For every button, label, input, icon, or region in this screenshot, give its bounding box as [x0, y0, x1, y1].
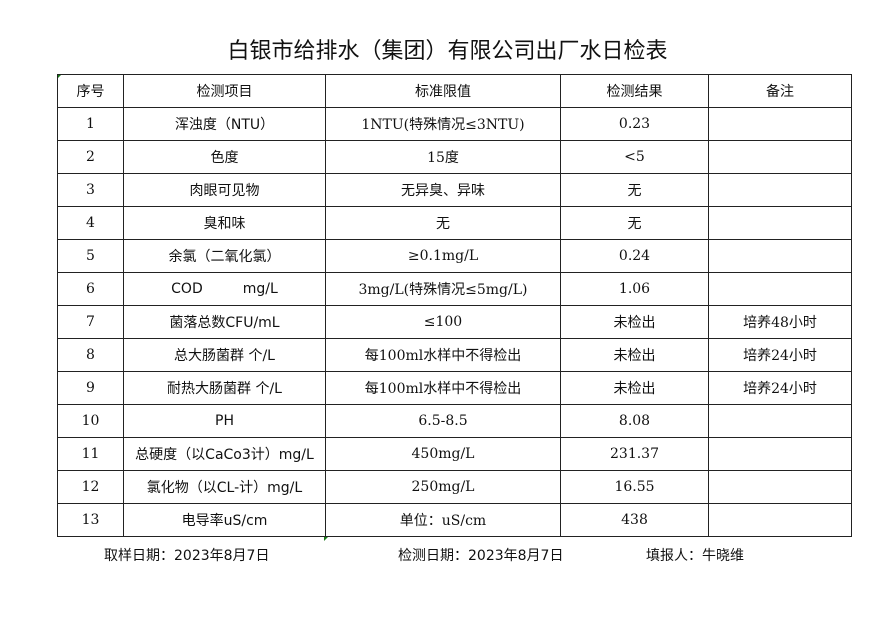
table-cell: [708, 272, 852, 306]
table-cell: [708, 107, 852, 141]
table-cell: 5: [57, 239, 124, 273]
table-cell: 250mg/L: [325, 470, 561, 504]
header-cell: 备注: [708, 74, 852, 108]
table-cell: 肉眼可见物: [123, 173, 326, 207]
table-cell: 总大肠菌群 个/L: [123, 338, 326, 372]
table-cell: 电导率uS/cm: [123, 503, 326, 537]
cell-marker: [324, 536, 329, 541]
table-cell: 臭和味: [123, 206, 326, 240]
sampling-date: 取样日期：2023年8月7日: [104, 548, 270, 564]
table-cell: 1.06: [560, 272, 709, 306]
table-cell: 无: [560, 173, 709, 207]
table-cell: 16.55: [560, 470, 709, 504]
table-cell: 无异臭、异味: [325, 173, 561, 207]
table-row: 6 COD mg/L 3mg/L(特殊情况≤5mg/L) 1.06: [57, 272, 852, 306]
table-cell: 15度: [325, 140, 561, 174]
table-cell: 未检出: [560, 338, 709, 372]
table-cell: 菌落总数CFU/mL: [123, 305, 326, 339]
table-row: 2 色度 15度 <5: [57, 140, 852, 174]
table-cell: 12: [57, 470, 124, 504]
table-cell: [708, 206, 852, 240]
table-cell: 单位：uS/cm: [325, 503, 561, 537]
table-cell: 4: [57, 206, 124, 240]
table-cell: 10: [57, 404, 124, 438]
table-row: 9 耐热大肠菌群 个/L 每100ml水样中不得检出 未检出 培养24小时: [57, 371, 852, 405]
reporter: 填报人：牛晓维: [646, 548, 744, 564]
table-cell: 未检出: [560, 371, 709, 405]
table-cell: ≤100: [325, 305, 561, 339]
table-cell: 3: [57, 173, 124, 207]
table-row: 3 肉眼可见物 无异臭、异味无: [57, 173, 852, 207]
table-row: 1 浑浊度（NTU） 1NTU(特殊情况≤3NTU) 0.23: [57, 107, 852, 141]
table-cell: 培养24小时: [708, 338, 852, 372]
table-cell: [708, 437, 852, 471]
table-cell: 6.5-8.5: [325, 404, 561, 438]
table-row: 11 总硬度（以CaCo3计）mg/L 450mg/L 231.37: [57, 437, 852, 471]
test-date: 检测日期：2023年8月7日: [398, 548, 564, 564]
table-row: 7 菌落总数CFU/mL ≤100 未检出 培养48小时: [57, 305, 852, 339]
table-cell: 无: [325, 206, 561, 240]
table-cell: 氯化物（以CL-计）mg/L: [123, 470, 326, 504]
table-cell: 无: [560, 206, 709, 240]
table-cell: 每100ml水样中不得检出: [325, 371, 561, 405]
table-cell: <5: [560, 140, 709, 174]
table-cell: 6: [57, 272, 124, 306]
table-cell: 余氯（二氧化氯）: [123, 239, 326, 273]
table-row: 4 臭和味无无: [57, 206, 852, 240]
table-cell: 7: [57, 305, 124, 339]
table-cell: 每100ml水样中不得检出: [325, 338, 561, 372]
table-cell: PH: [123, 404, 326, 438]
table-cell: 0.24: [560, 239, 709, 273]
header-row: 序号 检测项目 标准限值 检测结果 备注: [57, 74, 852, 108]
table-cell: 培养24小时: [708, 371, 852, 405]
table-row: 5 余氯（二氧化氯） ≥0.1mg/L 0.24: [57, 239, 852, 273]
table-cell: 9: [57, 371, 124, 405]
header-cell: 序号: [57, 74, 124, 108]
header-cell: 检测项目: [123, 74, 326, 108]
table-cell: 3mg/L(特殊情况≤5mg/L): [325, 272, 561, 306]
table-cell: 1NTU(特殊情况≤3NTU): [325, 107, 561, 141]
table-cell: [708, 404, 852, 438]
table-cell: 1: [57, 107, 124, 141]
table-cell: 450mg/L: [325, 437, 561, 471]
table-cell: 2: [57, 140, 124, 174]
table-cell: 11: [57, 437, 124, 471]
table-cell: 耐热大肠菌群 个/L: [123, 371, 326, 405]
table-cell: 13: [57, 503, 124, 537]
header-cell: 检测结果: [560, 74, 709, 108]
table-cell: 231.37: [560, 437, 709, 471]
table-cell: [708, 140, 852, 174]
table-cell: 8: [57, 338, 124, 372]
table-cell: [708, 173, 852, 207]
table-cell: 未检出: [560, 305, 709, 339]
table-cell: [708, 470, 852, 504]
table-row: 13 电导率uS/cm 单位：uS/cm 438: [57, 503, 852, 537]
table-cell: 8.08: [560, 404, 709, 438]
page-title: 白银市给排水（集团）有限公司出厂水日检表: [227, 39, 668, 64]
table-cell: 0.23: [560, 107, 709, 141]
table-cell: [708, 503, 852, 537]
table-row: 10 PH 6.5-8.5 8.08: [57, 404, 852, 438]
table-row: 8 总大肠菌群 个/L 每100ml水样中不得检出 未检出 培养24小时: [57, 338, 852, 372]
table-cell: 总硬度（以CaCo3计）mg/L: [123, 437, 326, 471]
table-cell: COD mg/L: [123, 272, 326, 306]
inspection-table: 序号 检测项目 标准限值 检测结果 备注 1 浑浊度（NTU） 1NTU(特殊情况≤3NTU)…: [57, 74, 852, 537]
header-cell: 标准限值: [325, 74, 561, 108]
table-cell: 浑浊度（NTU）: [123, 107, 326, 141]
table-cell: 438: [560, 503, 709, 537]
table-cell: 培养48小时: [708, 305, 852, 339]
table-cell: ≥0.1mg/L: [325, 239, 561, 273]
table-row: 12 氯化物（以CL-计）mg/L 250mg/L 16.55: [57, 470, 852, 504]
table-cell: 色度: [123, 140, 326, 174]
table-cell: [708, 239, 852, 273]
